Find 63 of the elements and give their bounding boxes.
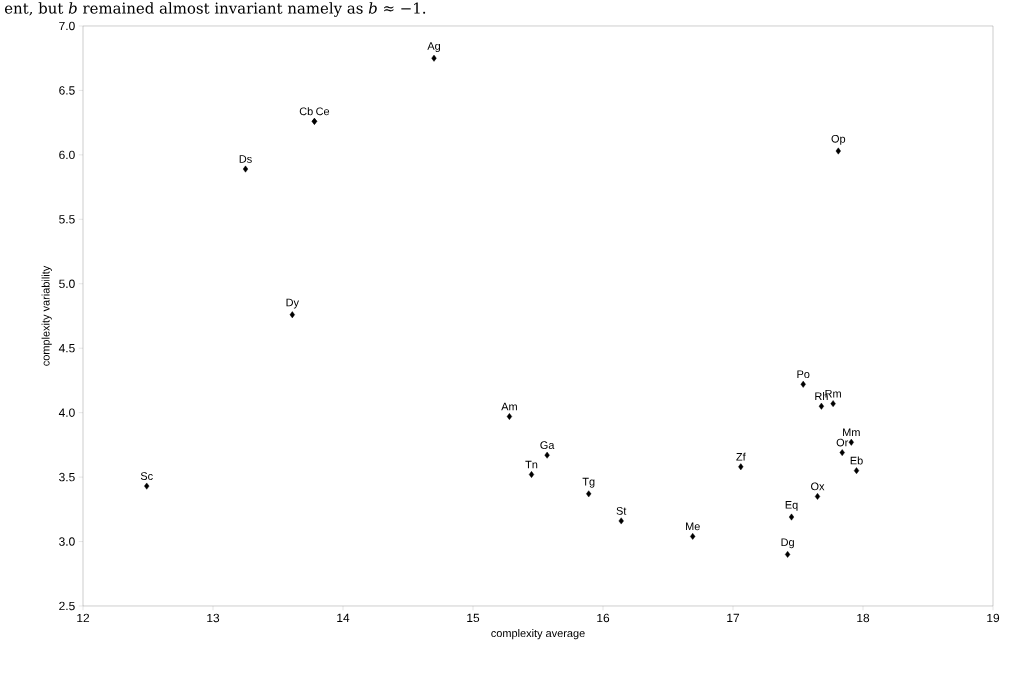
y-tick-label: 6.5 xyxy=(59,86,75,95)
x-tick-label: 12 xyxy=(77,613,90,623)
y-tick-label: 3.5 xyxy=(59,472,75,482)
y-tick-label: 3.0 xyxy=(59,537,75,546)
annotation: Eb xyxy=(850,456,863,465)
y-tick-label: 4.0 xyxy=(58,408,75,417)
annotation: Po xyxy=(797,370,810,379)
point xyxy=(544,451,550,459)
annotation: Cb xyxy=(299,107,313,116)
point xyxy=(431,54,437,62)
point xyxy=(830,400,836,408)
y-tick-label: 5.5 xyxy=(59,215,75,224)
point xyxy=(848,438,854,446)
x-tick-label: 13 xyxy=(207,613,220,623)
annotation: Mm xyxy=(843,428,860,437)
annotation: Sc xyxy=(140,472,153,480)
point xyxy=(788,513,795,521)
y-axis-title: complexity variability xyxy=(41,265,52,366)
text: ent, but b remained almost invariant namely as b ≈ −1. xyxy=(4,2,426,17)
x-tick-label: 17 xyxy=(727,613,740,622)
annotation: Zf xyxy=(736,452,746,461)
x-tick-label: 19 xyxy=(987,613,1000,623)
x-axis-title: complexity average xyxy=(491,629,585,640)
point xyxy=(528,471,535,478)
annotation: Ox xyxy=(811,482,825,491)
annotation: Tn xyxy=(525,460,538,469)
point xyxy=(800,380,806,388)
annotation: Tg xyxy=(582,477,595,488)
annotation: Ds xyxy=(239,155,252,163)
annotation: Dg xyxy=(781,538,794,549)
point xyxy=(839,449,845,456)
point xyxy=(506,413,512,420)
point xyxy=(835,147,841,155)
x-tick-label: 14 xyxy=(337,613,350,622)
x-tick-label: 16 xyxy=(597,613,610,623)
annotation: Ga xyxy=(540,441,555,450)
annotation: Am xyxy=(501,402,517,411)
x-tick-label: 18 xyxy=(857,613,870,623)
y-tick-label: 6.0 xyxy=(59,150,75,160)
point xyxy=(586,490,592,498)
annotation: Dy xyxy=(286,298,299,309)
point xyxy=(289,311,295,319)
annotation: Or xyxy=(836,438,849,447)
y-tick-label: 2.5 xyxy=(59,601,75,611)
point xyxy=(853,467,860,475)
annotation: Ag xyxy=(427,42,441,53)
y-tick-label: 7.0 xyxy=(59,21,75,31)
y-tick-label: 5.0 xyxy=(59,279,75,288)
point xyxy=(818,402,824,410)
point xyxy=(242,165,249,173)
annotation: Me xyxy=(686,522,700,531)
y-tick-label: 4.5 xyxy=(58,344,75,353)
point xyxy=(618,517,624,525)
point xyxy=(738,463,744,471)
annotation: Eq xyxy=(785,501,798,511)
annotation: Op xyxy=(831,134,846,145)
point xyxy=(814,493,821,500)
x-tick-label: 15 xyxy=(467,613,480,623)
annotation: Ce xyxy=(316,107,330,116)
point xyxy=(690,532,696,540)
point xyxy=(785,551,791,558)
point xyxy=(144,482,150,490)
annotation: St xyxy=(616,506,627,515)
